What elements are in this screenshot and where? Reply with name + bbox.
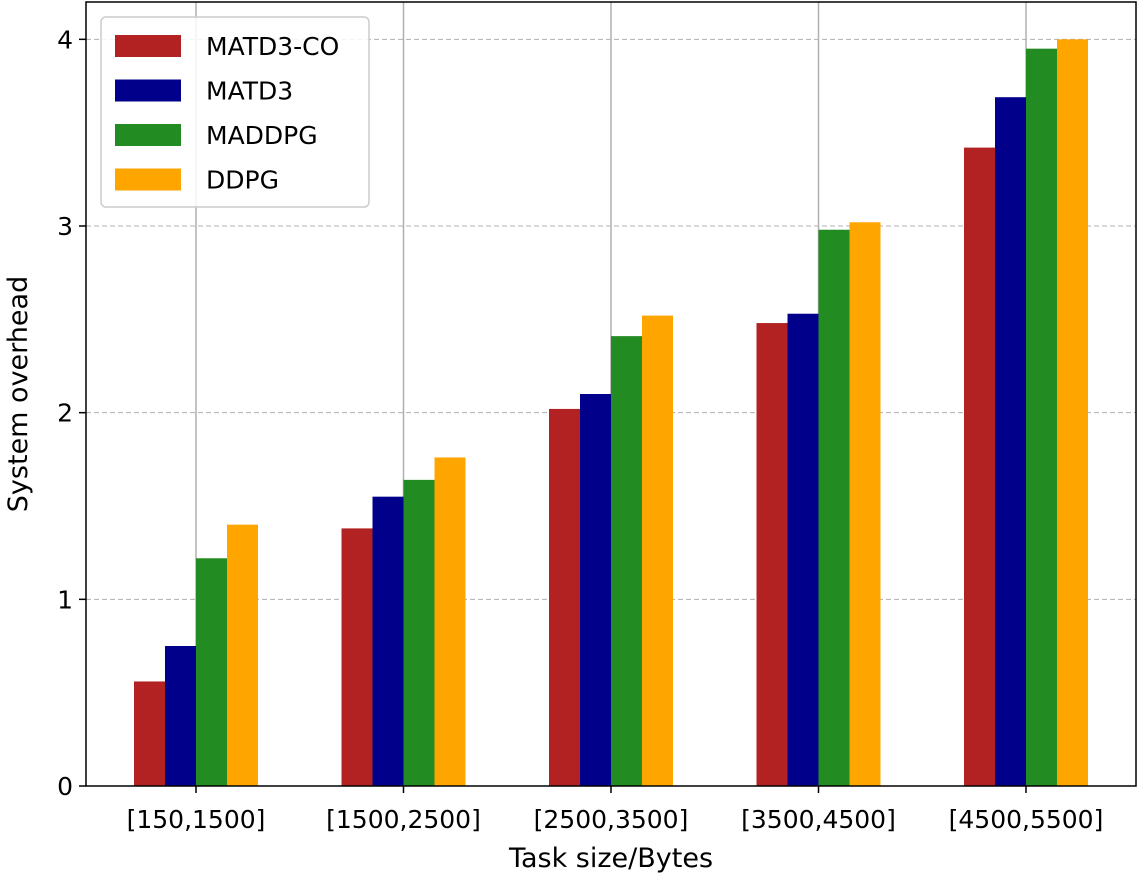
bar-maddpg-3 [818,229,850,786]
bar-ddpg-4 [1057,39,1088,787]
bar-maddpg-1 [403,479,435,786]
legend-label-matd3-co: MATD3-CO [206,32,339,61]
bar-matd3-3 [787,313,819,786]
x-tick-label: [3500,4500] [741,805,896,834]
legend-label-ddpg: DDPG [206,166,279,195]
legend-box [100,16,370,208]
legend-swatch-ddpg [115,168,181,191]
bar-matd3-1 [372,496,404,786]
legend-swatch-maddpg [115,124,181,146]
bar-maddpg-4 [1026,48,1057,786]
bar-ddpg-0 [227,524,258,786]
bar-matd3-2 [580,394,611,786]
legend: MATD3-CO MATD3 MADDPG DDPG [100,16,370,208]
x-tick-label: [4500,5500] [949,805,1104,834]
legend-label-matd3: MATD3 [206,77,293,106]
legend-label-maddpg: MADDPG [206,121,318,150]
x-tick-label: [2500,3500] [534,805,689,834]
bar-maddpg-2 [611,336,642,786]
y-tick-label: 1 [57,585,73,614]
y-tick-label: 2 [57,399,73,428]
x-axis-label: Task size/Bytes [508,843,713,874]
legend-swatch-matd3-co [115,35,181,57]
bar-matd3-0 [165,646,196,786]
y-tick-label: 4 [57,25,73,54]
y-axis-label: System overhead [3,276,34,512]
y-axis-ticks: 0 1 2 3 4 [57,25,86,801]
y-tick-label: 0 [57,772,73,801]
bars [134,39,1088,787]
bar-matd3-co-3 [756,323,788,786]
bar-matd3-co-1 [341,528,373,786]
bar-matd3-4 [995,97,1026,786]
x-axis-ticks: [150,1500] [1500,2500] [2500,3500] [3500,45… [127,786,1104,834]
legend-swatch-matd3 [115,79,181,102]
y-tick-label: 3 [57,212,73,241]
bar-ddpg-2 [642,315,673,786]
x-tick-label: [150,1500] [127,805,266,834]
x-tick-label: [1500,2500] [326,805,481,834]
bar-maddpg-0 [196,558,227,786]
bar-matd3-co-2 [549,408,580,786]
bar-matd3-co-0 [134,681,165,786]
bar-ddpg-1 [434,457,466,786]
bar-ddpg-3 [849,222,881,786]
bar-matd3-co-4 [964,147,995,787]
